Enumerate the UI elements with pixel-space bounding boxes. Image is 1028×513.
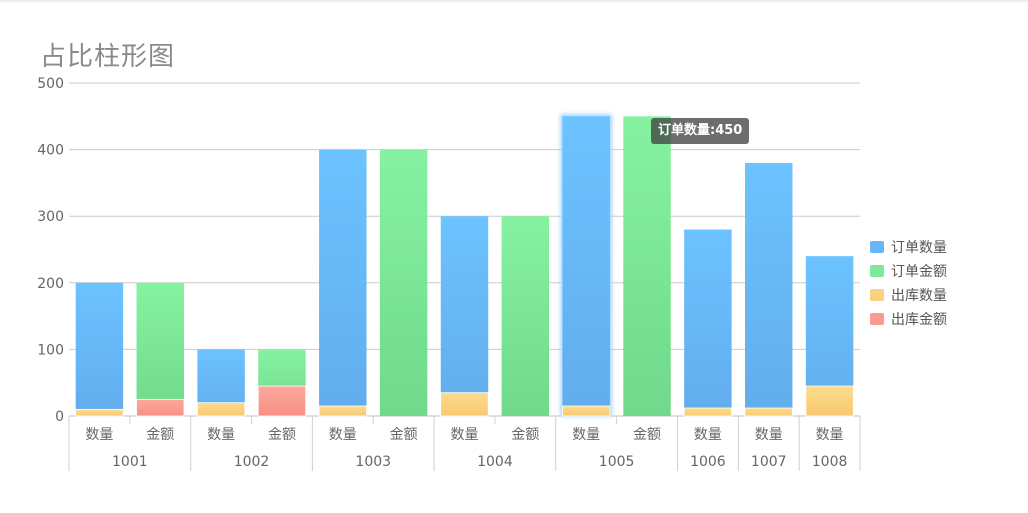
x-group-label: 1005	[599, 454, 635, 470]
x-group-label: 1004	[477, 454, 513, 470]
bar	[623, 116, 671, 417]
x-category-label: 金额	[146, 427, 174, 443]
x-group-label: 1007	[751, 454, 787, 470]
legend-item[interactable]: 订单金额	[870, 259, 947, 283]
bar	[562, 116, 610, 417]
x-group-label: 1008	[812, 454, 848, 470]
bar	[501, 216, 550, 416]
y-tick-label: 400	[37, 143, 64, 159]
x-group-label: 1002	[234, 454, 270, 470]
x-group-label: 1001	[112, 454, 148, 470]
legend-label: 出库金额	[891, 312, 947, 328]
y-tick-label: 100	[37, 342, 64, 358]
bar	[75, 282, 124, 416]
x-category-label: 数量	[329, 427, 357, 443]
legend-swatch	[870, 289, 884, 301]
chart-tooltip: 订单数量:450	[651, 118, 750, 144]
legend-label: 出库数量	[891, 288, 947, 304]
bar-overlay	[805, 385, 854, 417]
legend-swatch	[870, 241, 884, 253]
legend-label: 订单金额	[891, 264, 947, 280]
bar-overlay	[136, 398, 185, 417]
bar	[319, 149, 367, 416]
bar-overlay	[318, 405, 367, 417]
bar	[379, 149, 428, 416]
x-category-label: 数量	[694, 427, 722, 443]
bar	[745, 162, 793, 416]
legend-item[interactable]: 出库数量	[870, 283, 947, 307]
x-category-label: 数量	[572, 427, 600, 443]
bar-overlay	[683, 407, 733, 417]
legend-swatch	[870, 265, 884, 277]
y-tick-label: 200	[37, 276, 64, 292]
x-group-label: 1003	[355, 454, 391, 470]
legend-swatch	[870, 313, 884, 325]
x-group-label: 1006	[690, 454, 726, 470]
y-tick-label: 300	[37, 209, 64, 225]
bar	[440, 216, 489, 416]
bar-overlay	[257, 385, 307, 417]
x-category-label: 金额	[633, 427, 661, 443]
top-divider	[0, 0, 1028, 2]
x-category-label: 数量	[755, 427, 783, 443]
bar-overlay	[744, 407, 793, 417]
x-category-label: 数量	[85, 427, 113, 443]
legend-item[interactable]: 出库金额	[870, 307, 947, 331]
bar-overlay	[562, 405, 611, 417]
bar	[136, 282, 184, 416]
y-tick-label: 0	[55, 409, 64, 425]
bar-overlay	[75, 408, 124, 417]
chart-title: 占比柱形图	[40, 42, 176, 72]
y-tick-label: 500	[37, 76, 64, 92]
x-category-label: 金额	[268, 427, 296, 443]
x-category-label: 金额	[511, 427, 539, 443]
x-category-label: 金额	[390, 427, 418, 443]
x-category-label: 数量	[451, 427, 479, 443]
chart-legend: 订单数量订单金额出库数量出库金额	[870, 235, 947, 331]
bar	[684, 229, 732, 416]
bar-overlay	[196, 402, 246, 417]
bar-overlay	[440, 392, 489, 417]
x-category-label: 数量	[207, 427, 235, 443]
legend-item[interactable]: 订单数量	[870, 235, 947, 259]
x-category-label: 数量	[816, 427, 844, 443]
legend-label: 订单数量	[891, 240, 947, 256]
